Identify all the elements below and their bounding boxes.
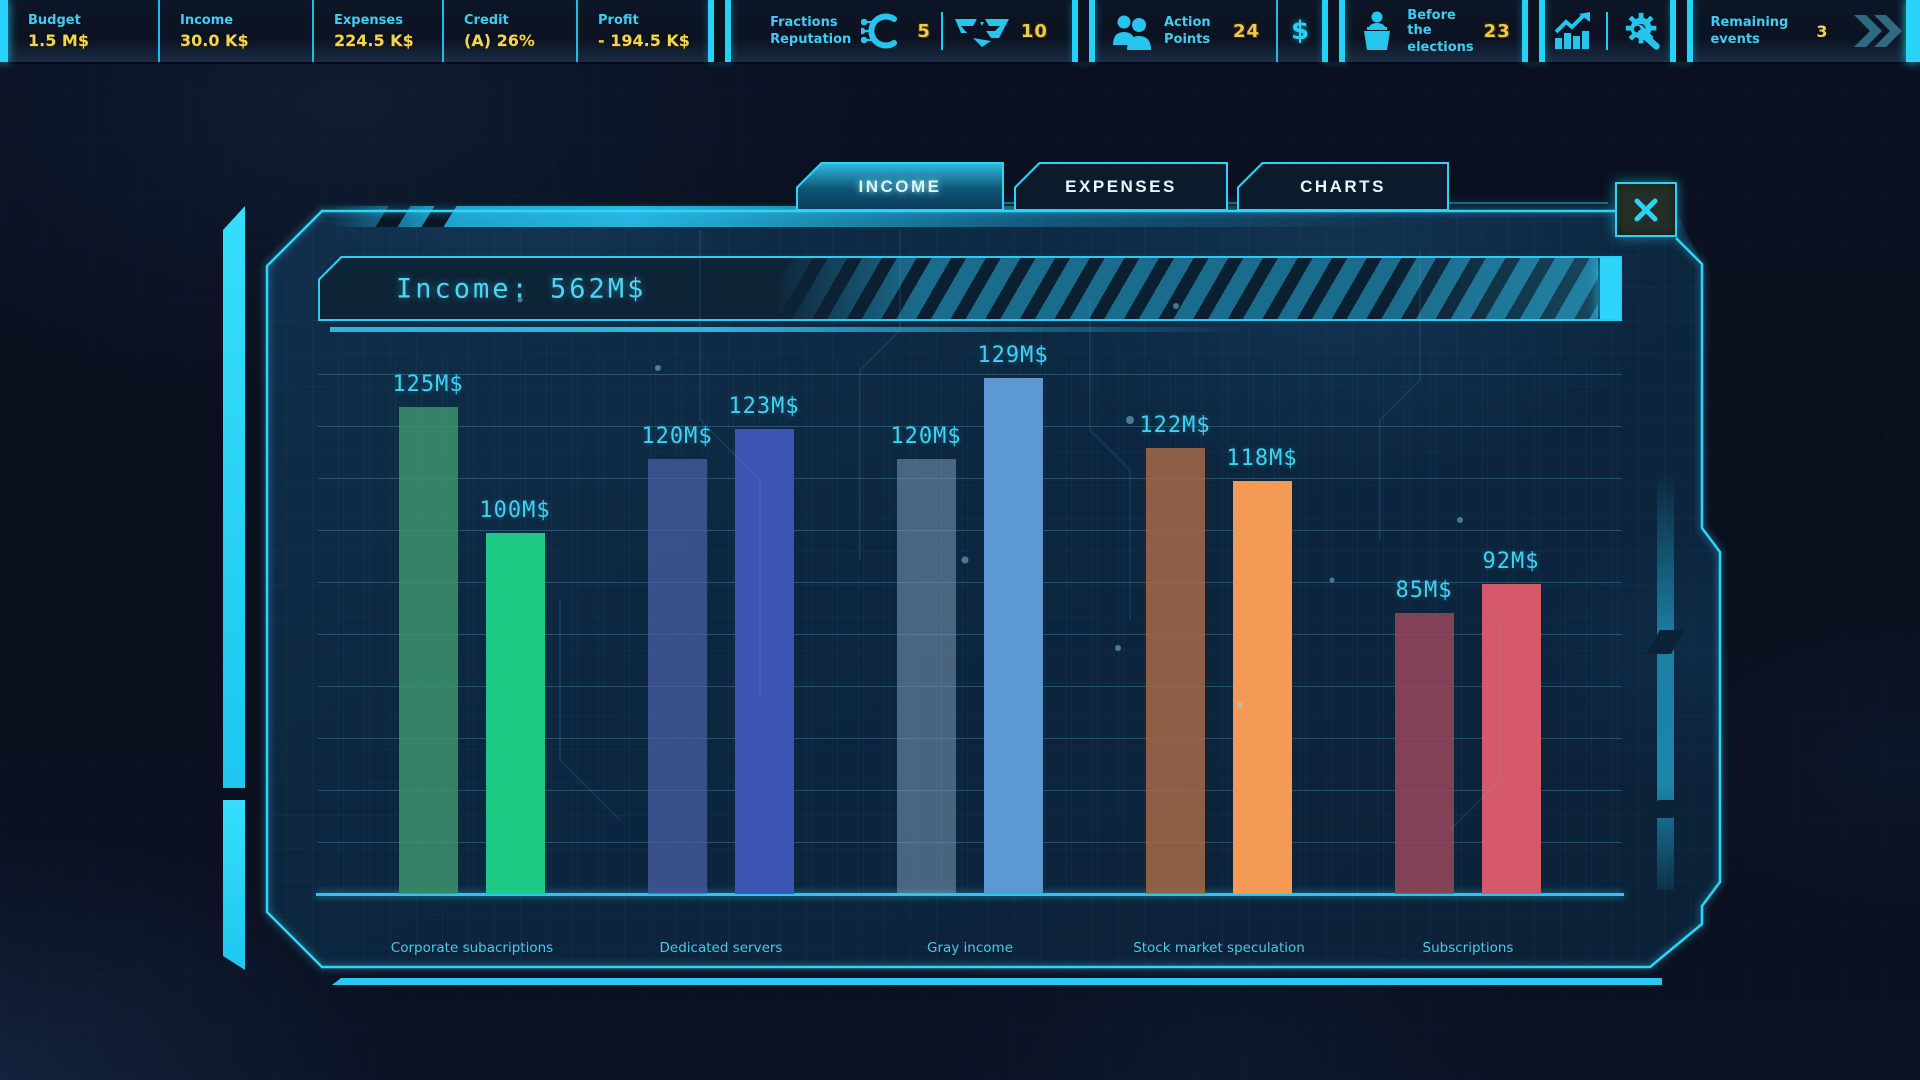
settings-gear-wrench-icon[interactable] xyxy=(1622,10,1664,52)
tab-charts-label: CHARTS xyxy=(1239,164,1447,209)
category-label: Gray income xyxy=(926,940,1013,956)
bar-subscriptions-1 xyxy=(1482,584,1541,894)
header-right-cap xyxy=(1600,258,1620,319)
divider-double xyxy=(708,0,732,62)
bar-stock-market-speculation-1 xyxy=(1233,481,1292,894)
stat-profit: Profit - 194.5 K$ xyxy=(578,0,708,62)
stat-value: 30.0 K$ xyxy=(180,30,249,50)
tab-expenses[interactable]: EXPENSES xyxy=(1014,162,1228,211)
income-total-text: Income: 562M$ xyxy=(396,273,647,304)
tab-income-label: INCOME xyxy=(798,164,1002,209)
quick-buttons-panel xyxy=(1546,0,1670,62)
bar-stock-market-speculation-0 xyxy=(1146,448,1205,894)
faction-circuit-c-icon[interactable] xyxy=(861,8,907,54)
divider-double xyxy=(1072,0,1096,62)
stat-value: (A) 26% xyxy=(464,30,535,50)
divider xyxy=(1276,0,1278,62)
header-hatch-progress xyxy=(778,258,1598,319)
category-label: Dedicated servers xyxy=(659,940,783,956)
topbar-left-cap xyxy=(0,0,8,62)
bar-subscriptions-0 xyxy=(1395,613,1454,894)
close-icon xyxy=(1634,198,1658,221)
stat-label: Income xyxy=(180,12,234,28)
bar-value-label: 118M$ xyxy=(1226,446,1298,471)
stat-value: 1.5 M$ xyxy=(28,30,89,50)
stat-label: Profit xyxy=(598,12,639,28)
action-points-panel: Action Points 24 xyxy=(1096,0,1276,62)
dollar-icon: $ xyxy=(1290,16,1310,46)
divider-double xyxy=(1670,0,1694,62)
category-label: Stock market speculation xyxy=(1133,940,1305,956)
action-points-people-icon xyxy=(1113,15,1151,50)
statistics-chart-icon[interactable] xyxy=(1552,11,1592,51)
stat-expenses: Expenses 224.5 K$ xyxy=(314,0,442,62)
top-stats-bar: Budget 1.5 M$ Income 30.0 K$ Expenses 22… xyxy=(0,0,1920,64)
elections-label: Before the elections xyxy=(1407,7,1474,55)
remaining-events-panel: Remaining events 3 xyxy=(1694,0,1906,62)
bar-corporate-subacriptions-0 xyxy=(399,407,458,894)
fast-forward-chevrons-icon[interactable] xyxy=(1852,14,1904,48)
divider xyxy=(940,12,943,50)
stat-value: - 194.5 K$ xyxy=(598,30,690,50)
tab-charts[interactable]: CHARTS xyxy=(1237,162,1449,211)
bar-value-label: 100M$ xyxy=(479,498,551,523)
bar-value-label: 92M$ xyxy=(1482,549,1540,574)
divider xyxy=(442,0,444,62)
category-label: Subscriptions xyxy=(1422,940,1514,956)
bar-corporate-subacriptions-1 xyxy=(486,533,545,894)
topbar-right-cap xyxy=(1906,0,1920,62)
divider xyxy=(158,0,160,62)
divider-double xyxy=(1322,0,1346,62)
stat-label: Budget xyxy=(28,12,81,28)
action-points-label: Action Points xyxy=(1164,15,1211,47)
elections-countdown-value: 23 xyxy=(1483,20,1511,42)
faction-emblem-icon[interactable] xyxy=(953,13,1011,49)
stat-budget: Budget 1.5 M$ xyxy=(8,0,158,62)
faction2-reputation-value: 10 xyxy=(1020,20,1048,42)
bar-gray-income-1 xyxy=(984,378,1043,894)
bar-dedicated-servers-0 xyxy=(648,459,707,894)
bar-value-label: 129M$ xyxy=(977,343,1049,368)
divider xyxy=(312,0,314,62)
panel-bottom-accent-line xyxy=(332,978,1662,985)
bar-value-label: 85M$ xyxy=(1395,578,1453,603)
panel-right-decor-stripe xyxy=(1646,470,1685,890)
panel-left-accent-bar xyxy=(223,800,245,970)
money-panel[interactable]: $ xyxy=(1278,0,1322,62)
elections-podium-icon xyxy=(1364,11,1391,50)
divider xyxy=(576,0,578,62)
stat-value: 224.5 K$ xyxy=(334,30,414,50)
bar-dedicated-servers-1 xyxy=(735,429,794,894)
elections-panel: Before the elections 23 xyxy=(1346,0,1522,62)
bar-value-label: 122M$ xyxy=(1139,413,1211,438)
bar-value-label: 123M$ xyxy=(728,394,800,419)
action-points-value: 24 xyxy=(1232,20,1260,42)
bar-gray-income-0 xyxy=(897,459,956,894)
divider-double xyxy=(1522,0,1546,62)
bar-value-label: 120M$ xyxy=(641,424,713,449)
fractions-reputation-panel: Fractions Reputation 5 10 xyxy=(732,0,1072,62)
remaining-events-label: Remaining events xyxy=(1710,15,1789,47)
tab-income[interactable]: INCOME xyxy=(796,162,1004,211)
income-bar-chart: 125M$ 100M$ Corporate subacriptions 120M$ 12… xyxy=(316,343,1624,956)
remaining-events-value: 3 xyxy=(1816,21,1828,41)
panel-left-accent-bar xyxy=(223,206,245,788)
stat-label: Expenses xyxy=(334,12,403,28)
bar-value-label: 125M$ xyxy=(392,372,464,397)
fractions-reputation-label: Fractions Reputation xyxy=(770,15,852,47)
stat-credit: Credit (A) 26% xyxy=(444,0,576,62)
category-label: Corporate subacriptions xyxy=(390,940,554,956)
header-underline xyxy=(330,327,1250,332)
tab-expenses-label: EXPENSES xyxy=(1016,164,1226,209)
faction1-reputation-value: 5 xyxy=(917,20,931,42)
stat-label: Credit xyxy=(464,12,509,28)
income-total-header: Income: 562M$ xyxy=(318,256,1622,321)
bar-value-label: 120M$ xyxy=(890,424,962,449)
divider xyxy=(1606,12,1608,50)
close-button[interactable] xyxy=(1615,182,1677,237)
stat-income: Income 30.0 K$ xyxy=(160,0,312,62)
